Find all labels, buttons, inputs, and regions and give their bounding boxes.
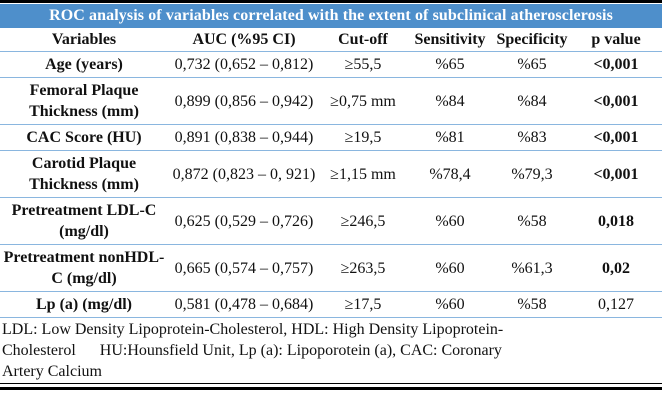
cutoff-cell: ≥263,5 [320, 244, 406, 292]
specificity-cell: %58 [494, 197, 570, 245]
auc-cell: 0,891 (0,838 – 0,944) [168, 124, 320, 151]
variable-cell: CAC Score (HU) [0, 124, 168, 151]
auc-cell: 0,899 (0,856 – 0,942) [168, 77, 320, 125]
roc-table: Variables AUC (%95 CI) Cut-off Sensitivi… [0, 28, 662, 318]
abbreviations-footnote: LDL: Low Density Lipoprotein-Cholesterol… [2, 321, 504, 380]
variable-cell: Femoral Plaque Thickness (mm) [0, 77, 168, 125]
header-row: Variables AUC (%95 CI) Cut-off Sensitivi… [0, 28, 662, 52]
auc-cell: 0,581 (0,478 – 0,684) [168, 291, 320, 318]
auc-cell: 0,872 (0,823 – 0, 921) [168, 150, 320, 198]
auc-cell: 0,665 (0,574 – 0,757) [168, 244, 320, 292]
specificity-cell: %83 [494, 124, 570, 151]
specificity-cell: %58 [494, 291, 570, 318]
table-row: Femoral Plaque Thickness (mm) 0,899 (0,8… [0, 77, 662, 125]
col-header-cutoff: Cut-off [338, 31, 388, 48]
specificity-cell: %65 [494, 51, 570, 78]
table-row: Pretreatment nonHDL-C (mg/dl) 0,665 (0,5… [0, 244, 662, 292]
table-row: Lp (a) (mg/dl) 0,581 (0,478 – 0,684) ≥17… [0, 291, 662, 318]
table-row: CAC Score (HU) 0,891 (0,838 – 0,944) ≥19… [0, 124, 662, 151]
variable-cell: Pretreatment nonHDL-C (mg/dl) [0, 244, 168, 292]
sensitivity-cell: %84 [406, 77, 494, 125]
variable-cell: Lp (a) (mg/dl) [0, 291, 168, 318]
table-title: ROC analysis of variables correlated wit… [0, 4, 662, 28]
pvalue-cell: <0,001 [570, 124, 662, 151]
sensitivity-cell: %60 [406, 197, 494, 245]
cutoff-cell: ≥1,15 mm [320, 150, 406, 198]
auc-cell: 0,732 (0,652 – 0,812) [168, 51, 320, 78]
bottom-double-rule [0, 383, 662, 390]
table-row: Carotid Plaque Thickness (mm) 0,872 (0,8… [0, 150, 662, 198]
pvalue-cell: 0,02 [570, 244, 662, 292]
auc-cell: 0,625 (0,529 – 0,726) [168, 197, 320, 245]
pvalue-cell: 0,018 [570, 197, 662, 245]
sensitivity-cell: %81 [406, 124, 494, 151]
cutoff-cell: ≥55,5 [320, 51, 406, 78]
col-header-variables: Variables [51, 31, 117, 48]
pvalue-cell: <0,001 [570, 51, 662, 78]
col-header-sensitivity: Sensitivity [414, 31, 486, 48]
variable-cell: Age (years) [0, 51, 168, 78]
cutoff-cell: ≥0,75 mm [320, 77, 406, 125]
cutoff-cell: ≥246,5 [320, 197, 406, 245]
pvalue-cell: <0,001 [570, 77, 662, 125]
pvalue-cell: <0,001 [570, 150, 662, 198]
specificity-cell: %61,3 [494, 244, 570, 292]
table-row: Pretreatment LDL-C (mg/dl) 0,625 (0,529 … [0, 197, 662, 245]
specificity-cell: %79,3 [494, 150, 570, 198]
col-header-auc: AUC (%95 CI) [192, 31, 296, 48]
cutoff-cell: ≥19,5 [320, 124, 406, 151]
cutoff-cell: ≥17,5 [320, 291, 406, 318]
sensitivity-cell: %65 [406, 51, 494, 78]
table-row: Age (years) 0,732 (0,652 – 0,812) ≥55,5 … [0, 51, 662, 78]
sensitivity-cell: %60 [406, 244, 494, 292]
sensitivity-cell: %60 [406, 291, 494, 318]
specificity-cell: %84 [494, 77, 570, 125]
col-header-specificity: Specificity [496, 31, 568, 48]
col-header-pvalue: p value [591, 31, 641, 48]
sensitivity-cell: %78,4 [406, 150, 494, 198]
pvalue-cell: 0,127 [570, 291, 662, 318]
variable-cell: Carotid Plaque Thickness (mm) [0, 150, 168, 198]
variable-cell: Pretreatment LDL-C (mg/dl) [0, 197, 168, 245]
